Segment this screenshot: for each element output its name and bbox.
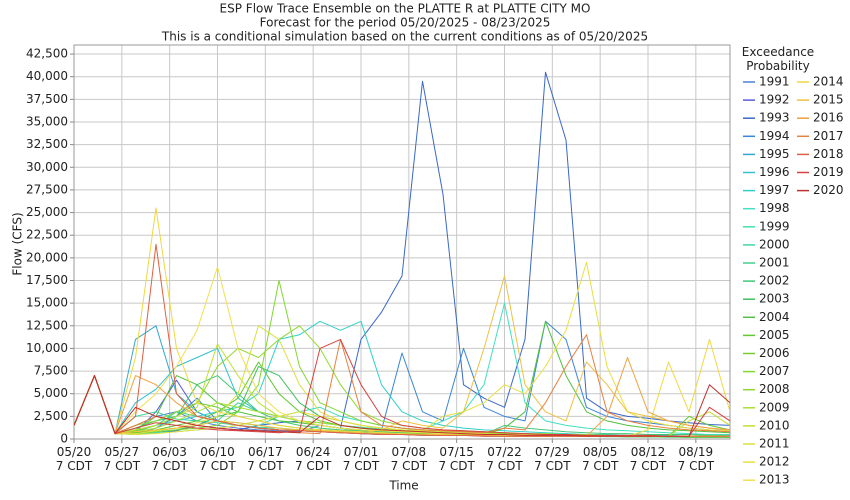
legend-label: 2015 bbox=[813, 93, 844, 107]
legend-label: 2000 bbox=[759, 237, 790, 251]
x-tick-label: 06/03 7 CDT bbox=[151, 445, 188, 473]
x-tick-label: 07/29 7 CDT bbox=[534, 445, 571, 473]
legend-label: 2007 bbox=[759, 364, 790, 378]
x-tick-label: 05/27 7 CDT bbox=[104, 445, 141, 473]
y-tick-label: 37,500 bbox=[26, 92, 68, 106]
x-tick-label: 06/17 7 CDT bbox=[247, 445, 284, 473]
legend-label: 2003 bbox=[759, 292, 790, 306]
legend-label: 2008 bbox=[759, 382, 790, 396]
y-tick-label: 0 bbox=[60, 432, 68, 446]
legend-label: 1995 bbox=[759, 147, 790, 161]
legend-label: 1997 bbox=[759, 183, 790, 197]
legend-label: 1992 bbox=[759, 93, 790, 107]
legend-label: 2002 bbox=[759, 274, 790, 288]
legend-label: 1996 bbox=[759, 165, 790, 179]
legend-label: 1998 bbox=[759, 201, 790, 215]
y-tick-label: 32,500 bbox=[26, 137, 68, 151]
legend-label: 2016 bbox=[813, 111, 844, 125]
trace-line bbox=[74, 375, 730, 437]
trace-line bbox=[74, 338, 730, 437]
legend-label: 2014 bbox=[813, 75, 844, 89]
legend-label: 2019 bbox=[813, 165, 844, 179]
x-axis-label: Time bbox=[388, 479, 418, 493]
trace-line bbox=[74, 320, 730, 435]
x-tick-label: 08/19 7 CDT bbox=[678, 445, 715, 473]
y-tick-label: 27,500 bbox=[26, 182, 68, 196]
legend-label: 2012 bbox=[759, 455, 790, 469]
legend-label: 2001 bbox=[759, 256, 790, 270]
chart-subtitle: This is a conditional simulation based o… bbox=[161, 30, 648, 44]
legend-label: 2013 bbox=[759, 473, 790, 487]
y-tick-label: 40,000 bbox=[26, 69, 68, 83]
plot-border bbox=[73, 44, 731, 440]
legend-label: 1991 bbox=[759, 75, 790, 89]
legend-label: 1993 bbox=[759, 111, 790, 125]
y-tick-label: 30,000 bbox=[26, 160, 68, 174]
y-tick-label: 7,500 bbox=[34, 364, 68, 378]
legend-label: 2006 bbox=[759, 346, 790, 360]
x-tick-label: 08/12 7 CDT bbox=[630, 445, 667, 473]
series-group bbox=[74, 71, 730, 438]
x-tick-label: 08/05 7 CDT bbox=[582, 445, 619, 473]
x-tick-label: 07/22 7 CDT bbox=[486, 445, 523, 473]
trace-line bbox=[74, 275, 730, 435]
chart-title: ESP Flow Trace Ensemble on the PLATTE R … bbox=[220, 2, 591, 16]
legend-label: 2011 bbox=[759, 437, 790, 451]
y-tick-label: 22,500 bbox=[26, 228, 68, 242]
y-axis-label: Flow (CFS) bbox=[11, 212, 25, 275]
y-tick-label: 35,000 bbox=[26, 114, 68, 128]
legend-label: 1999 bbox=[759, 219, 790, 233]
trace-line bbox=[74, 375, 730, 436]
legend-title: Exceedance Probability bbox=[742, 45, 814, 73]
y-tick-label: 17,500 bbox=[26, 273, 68, 287]
y-tick-label: 20,000 bbox=[26, 250, 68, 264]
x-tick-label: 07/08 7 CDT bbox=[391, 445, 428, 473]
legend-label: 2020 bbox=[813, 183, 844, 197]
y-tick-label: 15,000 bbox=[26, 296, 68, 310]
y-tick-label: 5,000 bbox=[34, 386, 68, 400]
legend-label: 1994 bbox=[759, 129, 790, 143]
legend-label: 2018 bbox=[813, 147, 844, 161]
y-tick-label: 25,000 bbox=[26, 205, 68, 219]
x-tick-label: 05/20 7 CDT bbox=[56, 445, 93, 473]
legend-label: 2004 bbox=[759, 310, 790, 324]
y-tick-label: 10,000 bbox=[26, 341, 68, 355]
x-tick-label: 06/10 7 CDT bbox=[199, 445, 236, 473]
legend-label: 2009 bbox=[759, 400, 790, 414]
x-tick-label: 07/01 7 CDT bbox=[343, 445, 380, 473]
y-tick-label: 12,500 bbox=[26, 318, 68, 332]
legend-label: 2005 bbox=[759, 328, 790, 342]
legend-label: 2010 bbox=[759, 418, 790, 432]
y-tick-label: 2,500 bbox=[34, 409, 68, 423]
legend-label: 2017 bbox=[813, 129, 844, 143]
trace-line bbox=[74, 261, 730, 435]
chart-subtitle: Forecast for the period 05/20/2025 - 08/… bbox=[260, 16, 551, 30]
x-tick-label: 07/15 7 CDT bbox=[438, 445, 475, 473]
y-tick-label: 42,500 bbox=[26, 47, 68, 61]
x-tick-label: 06/24 7 CDT bbox=[295, 445, 332, 473]
